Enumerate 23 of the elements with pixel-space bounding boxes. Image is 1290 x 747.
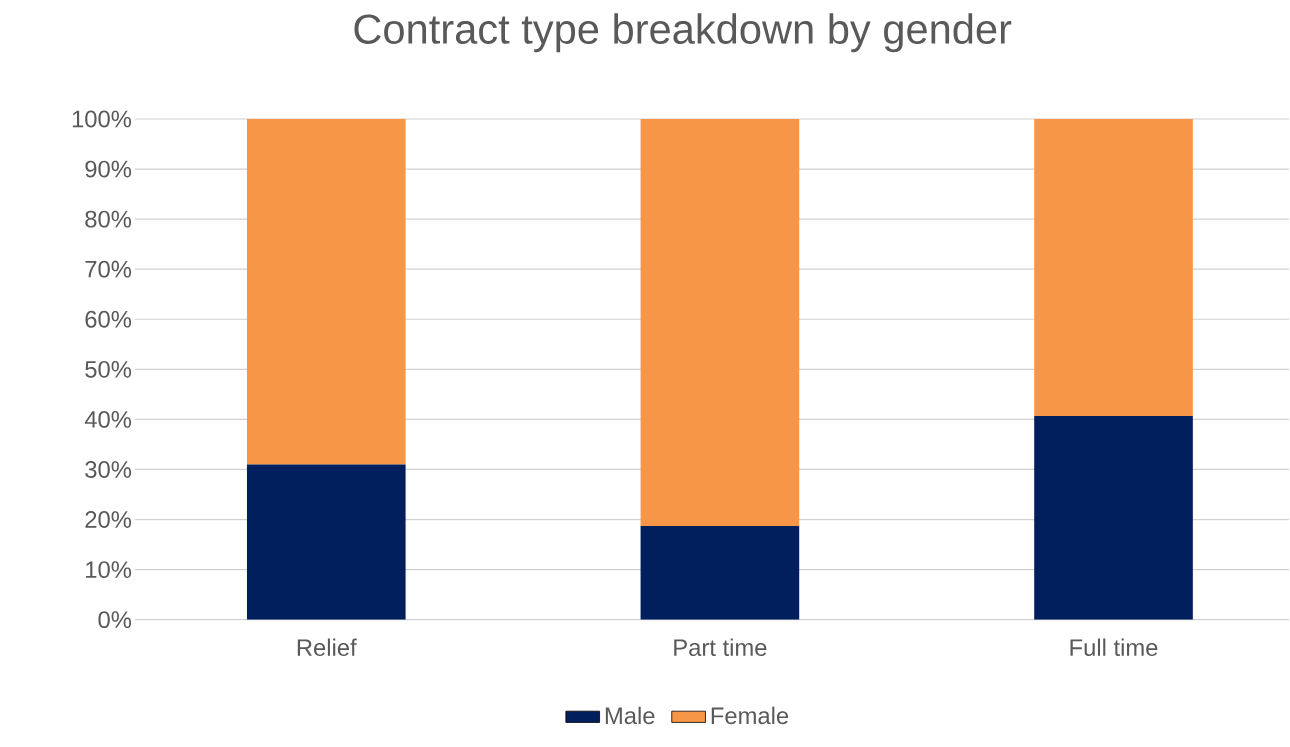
y-tick-label: 30% bbox=[85, 461, 132, 479]
bar bbox=[246, 119, 406, 465]
bar bbox=[640, 119, 800, 527]
x-tick-label: Part time bbox=[674, 638, 767, 657]
y-tick-label: 10% bbox=[86, 561, 132, 579]
y-tick-label: 80% bbox=[85, 210, 132, 228]
x-tick-label: Full time bbox=[1070, 638, 1158, 657]
legend-label: Female bbox=[711, 706, 789, 725]
legend-label: Male bbox=[605, 706, 655, 725]
y-tick-label: 100% bbox=[72, 110, 132, 128]
y-tick-label: 90% bbox=[85, 160, 132, 178]
y-tick-label: 70% bbox=[85, 260, 132, 278]
chart-title: Contract type breakdown by gender bbox=[354, 13, 1012, 53]
y-tick-label: 50% bbox=[85, 361, 132, 378]
y-tick-label: 60% bbox=[85, 311, 132, 328]
bar bbox=[1034, 119, 1193, 417]
bar bbox=[640, 526, 800, 620]
y-tick-label: 0% bbox=[98, 611, 132, 629]
bar bbox=[1034, 416, 1193, 620]
x-tick-label: Relief bbox=[297, 638, 357, 657]
y-tick-label: 20% bbox=[85, 511, 132, 529]
y-tick-label: 40% bbox=[84, 411, 132, 429]
bar bbox=[246, 464, 406, 620]
